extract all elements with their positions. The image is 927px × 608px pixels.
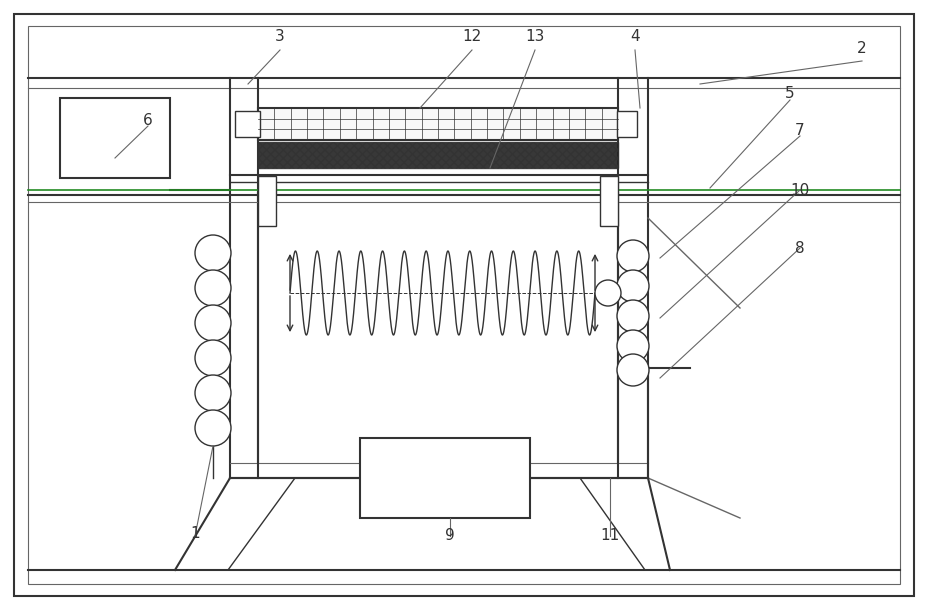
Circle shape [616, 240, 648, 272]
Circle shape [195, 375, 231, 411]
Text: 5: 5 [784, 86, 794, 100]
Bar [616, 111, 636, 137]
Text: 13: 13 [525, 29, 544, 44]
Text: 6: 6 [143, 112, 153, 128]
Text: 10: 10 [790, 182, 808, 198]
Text: 4: 4 [629, 29, 639, 44]
Bar [600, 176, 617, 226]
Text: 1: 1 [190, 525, 199, 541]
Text: 9: 9 [445, 528, 454, 544]
Circle shape [195, 340, 231, 376]
Bar [360, 438, 529, 518]
Text: 7: 7 [794, 122, 804, 137]
Text: 2: 2 [857, 41, 866, 55]
Text: 12: 12 [462, 29, 481, 44]
Circle shape [195, 410, 231, 446]
Bar [235, 111, 260, 137]
Bar [60, 98, 170, 178]
Circle shape [616, 330, 648, 362]
Circle shape [195, 235, 231, 271]
Circle shape [616, 270, 648, 302]
Circle shape [616, 300, 648, 332]
Bar [258, 176, 275, 226]
Text: 3: 3 [274, 29, 285, 44]
Bar [258, 142, 617, 168]
Bar [258, 108, 617, 140]
Circle shape [195, 270, 231, 306]
Circle shape [594, 280, 620, 306]
Circle shape [616, 354, 648, 386]
Circle shape [195, 305, 231, 341]
Text: 11: 11 [600, 528, 619, 544]
Text: 8: 8 [794, 241, 804, 255]
